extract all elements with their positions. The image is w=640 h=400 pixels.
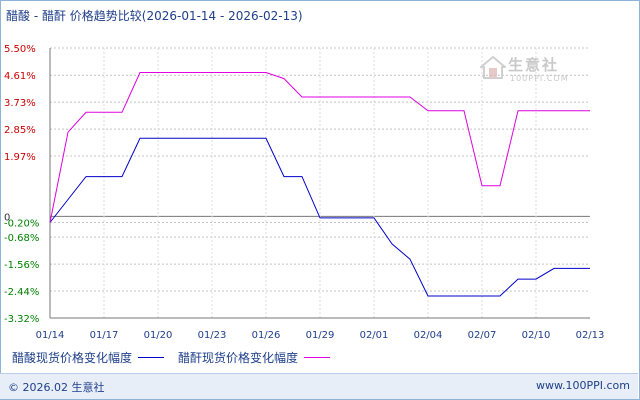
series-line-acetic-acid (49, 137, 590, 297)
y-tick-label: 4.61% (4, 71, 36, 82)
copyright-text: © 2026.02 生意社 (8, 381, 105, 394)
x-tick-label: 02/10 (522, 330, 551, 341)
x-tick-label: 01/29 (306, 330, 335, 341)
legend-label-acetic-anhydride: 醋酐现货价格变化幅度 (178, 351, 299, 365)
x-tick-label: 02/04 (414, 330, 443, 341)
grid-lines (50, 47, 590, 319)
watermark: 生意社 100PPI.COM (478, 52, 588, 92)
y-tick-label: -2.44% (4, 287, 39, 298)
x-tick-label: 01/17 (90, 330, 119, 341)
y-tick-labels: 5.50% 4.61% 3.73% 2.85% 1.97% 0-0.20% -0.68% -1… (4, 44, 39, 325)
legend-item-acetic-anhydride: 醋酐现货价格变化幅度 (178, 349, 331, 366)
house-logo-icon (480, 56, 506, 79)
legend: 醋酸现货价格变化幅度 醋酐现货价格变化幅度 (12, 349, 344, 366)
watermark-url: 100PPI.COM (510, 74, 569, 83)
watermark-brand: 生意社 (508, 56, 560, 74)
y-tick-label: 2.85% (4, 125, 36, 136)
x-tick-label: 01/14 (36, 330, 65, 341)
x-tick-label: 02/07 (468, 330, 497, 341)
legend-swatch-acetic-anhydride (304, 357, 331, 358)
y-tick-label: 0 (4, 212, 10, 223)
y-tick-label: -3.32% (4, 314, 39, 325)
y-tick-label: -1.56% (4, 260, 39, 271)
x-tick-label: 01/23 (198, 330, 227, 341)
legend-item-acetic-acid: 醋酸现货价格变化幅度 (12, 349, 165, 366)
site-url-link[interactable]: www.100PPI.com (536, 379, 630, 392)
y-tick-label: 5.50% (4, 44, 36, 55)
series-line-acetic-anhydride (49, 72, 590, 223)
axes (49, 48, 590, 319)
legend-swatch-acetic-acid (138, 357, 165, 358)
y-tick-label: -0.68% (4, 233, 39, 244)
x-tick-label: 01/20 (144, 330, 173, 341)
x-tick-labels: 01/14 01/17 01/20 01/23 01/26 01/29 02/01 02/04… (36, 330, 605, 341)
footer: © 2026.02 生意社 www.100PPI.com (0, 373, 638, 399)
y-tick-label: -0.20% (4, 218, 39, 229)
x-tick-label: 02/01 (360, 330, 389, 341)
legend-label-acetic-acid: 醋酸现货价格变化幅度 (12, 351, 133, 365)
x-tick-label: 02/13 (576, 330, 605, 341)
x-tick-label: 01/26 (252, 330, 281, 341)
chart-title: 醋酸 - 醋酐 价格趋势比较(2026-01-14 - 2026-02-13) (6, 9, 303, 23)
series-lines (49, 72, 590, 297)
y-tick-label: 1.97% (4, 152, 36, 163)
y-tick-label: 3.73% (4, 98, 36, 109)
